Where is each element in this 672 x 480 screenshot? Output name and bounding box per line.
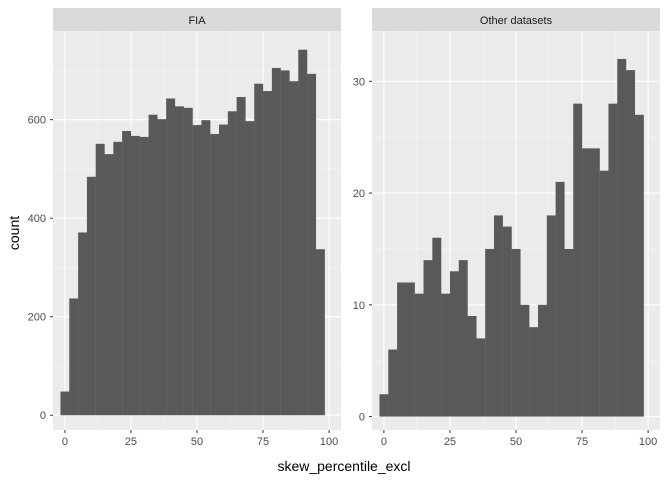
histogram-bar — [157, 119, 167, 416]
histogram-bar — [555, 181, 565, 417]
histogram-bar — [113, 141, 123, 416]
x-tick-label: 100 — [320, 436, 338, 448]
x-tick-label: 100 — [639, 436, 657, 448]
y-axis-title: count — [6, 216, 22, 250]
x-axis-title: skew_percentile_excl — [277, 458, 410, 474]
histogram-bar — [590, 148, 600, 417]
strip-label-other-datasets: Other datasets — [480, 15, 553, 27]
histogram-bar — [449, 271, 459, 417]
histogram-bar — [485, 248, 495, 417]
histogram-bar — [608, 103, 618, 417]
histogram-bar — [582, 148, 592, 417]
histogram-bar — [441, 293, 451, 417]
histogram-bar — [379, 394, 389, 417]
histogram-bar — [493, 215, 503, 417]
histogram-bar — [388, 349, 398, 417]
histogram-bar — [60, 391, 70, 416]
histogram-bar — [139, 136, 149, 416]
histogram-bar — [573, 103, 583, 417]
histogram-bar — [183, 107, 193, 416]
y-tick-label: 0 — [359, 412, 365, 424]
y-tick-label: 30 — [353, 76, 365, 88]
histogram-bar — [397, 282, 407, 417]
histogram-bar — [166, 98, 176, 416]
histogram-bar — [86, 176, 96, 416]
histogram-bar — [122, 130, 132, 416]
histogram-bar — [520, 304, 530, 417]
histogram-bar — [192, 125, 202, 416]
histogram-bar — [467, 316, 477, 417]
y-tick-label: 600 — [28, 115, 46, 127]
histogram-bar — [502, 226, 512, 417]
histogram-bar — [289, 81, 299, 416]
panel-fia: FIA 0 25 50 75 100 0 200 400 600 — [28, 8, 341, 448]
x-tick-label: 25 — [444, 436, 456, 448]
x-tick-label: 75 — [576, 436, 588, 448]
histogram-bar — [210, 133, 220, 416]
histogram-bar — [423, 260, 433, 417]
y-tick-label: 20 — [353, 188, 365, 200]
histogram-bar — [201, 120, 211, 416]
x-tick-label: 50 — [191, 436, 203, 448]
histogram-bar — [104, 154, 114, 416]
histogram-bar — [219, 124, 228, 416]
histogram-bar — [254, 83, 264, 416]
histogram-bar — [95, 143, 105, 416]
x-tick-label: 0 — [62, 436, 68, 448]
histogram-bar — [280, 70, 290, 416]
x-tick-label: 25 — [125, 436, 137, 448]
histogram-bar — [271, 67, 281, 416]
x-tick-label: 75 — [257, 436, 269, 448]
histogram-bar — [298, 49, 308, 416]
histogram-bar — [405, 282, 415, 417]
y-tick-label: 10 — [353, 300, 365, 312]
y-tick-label: 0 — [40, 410, 46, 422]
y-tick-label: 200 — [28, 312, 46, 324]
x-tick-label: 50 — [510, 436, 522, 448]
y-tick-label: 400 — [28, 213, 46, 225]
histogram-bar — [263, 91, 273, 416]
histogram-bar — [236, 97, 246, 416]
histogram-bar — [69, 298, 79, 416]
histogram-bar — [227, 111, 237, 416]
histogram-bar — [626, 70, 636, 417]
histogram-bar — [414, 293, 424, 417]
histogram-bar — [546, 215, 556, 417]
histogram-bar — [458, 260, 468, 417]
histogram-bar — [432, 237, 442, 417]
histogram-bar — [148, 114, 158, 416]
histogram-bar — [529, 327, 539, 417]
strip-other-datasets — [372, 8, 660, 31]
histogram-bar — [564, 248, 574, 417]
histogram-bar — [130, 135, 140, 416]
histogram-bar — [78, 232, 88, 416]
histogram-bar — [511, 248, 521, 417]
histogram-bar — [634, 114, 644, 417]
histogram-bar — [174, 106, 184, 416]
histogram-bar — [245, 121, 255, 416]
x-tick-label: 0 — [381, 436, 387, 448]
histogram-bar — [476, 338, 486, 417]
histogram-bar — [538, 304, 547, 417]
histogram-bar — [315, 249, 325, 416]
histogram-bar — [307, 73, 317, 416]
strip-label-fia: FIA — [188, 15, 206, 27]
strip-fia — [53, 8, 341, 31]
panel-other-datasets: Other datasets 0 25 50 75 100 0 10 20 30 — [353, 8, 660, 448]
histogram-bar — [617, 58, 627, 417]
histogram-bar — [599, 170, 609, 417]
